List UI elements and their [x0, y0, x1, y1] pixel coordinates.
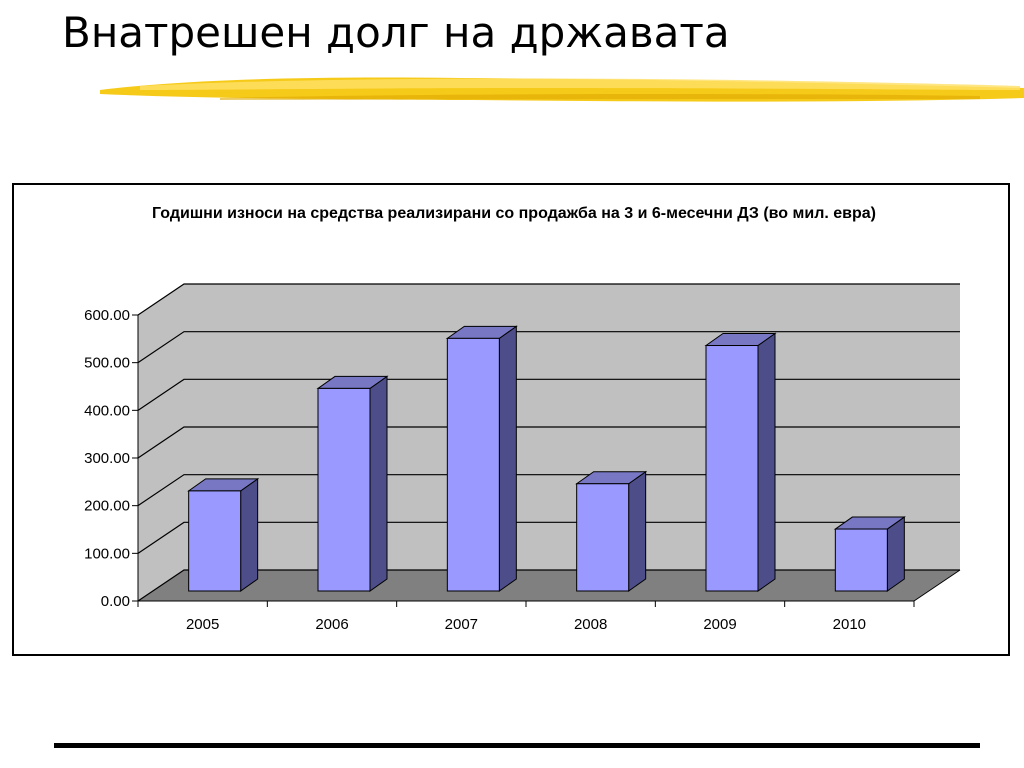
bar-2006 [316, 375, 389, 592]
brush-stroke-decoration [100, 77, 1024, 102]
bar-side [628, 470, 647, 592]
x-tick-label: 2007 [445, 616, 478, 633]
y-tick-label: 300.00 [84, 450, 130, 467]
gridline [137, 521, 960, 554]
bar-side [369, 375, 388, 592]
x-tick-label: 2008 [574, 616, 607, 633]
y-tick-label: 500.00 [84, 355, 130, 372]
bar-side [498, 325, 517, 592]
x-tick-label: 2005 [186, 616, 219, 633]
gridline [137, 331, 960, 364]
chart-title: Годишни износи на средства реализирани с… [152, 205, 876, 222]
bar-front [705, 345, 759, 592]
gridline [137, 474, 960, 507]
bar-2009 [704, 332, 777, 592]
bar-side [240, 477, 259, 592]
bar-2007 [445, 325, 518, 592]
y-tick-label: 100.00 [84, 545, 130, 562]
x-tick-label: 2010 [833, 616, 866, 633]
bar-2010 [833, 516, 906, 592]
bar-2008 [575, 470, 648, 592]
bar-2005 [187, 477, 260, 592]
x-tick-label: 2006 [315, 616, 348, 633]
gridline [137, 426, 960, 459]
bar-side [757, 332, 776, 592]
chart-plot: 0.00 100.00 200.00 300.00 400.00 500.00 600.00… [84, 283, 961, 633]
bottom-rule [54, 743, 980, 748]
gridline [137, 569, 960, 602]
bar-front [317, 387, 371, 592]
gridline [137, 378, 960, 411]
y-tick-label: 400.00 [84, 402, 130, 419]
y-tick-label: 600.00 [84, 307, 130, 324]
slide-title: Внатрешен долг на државата [62, 8, 730, 57]
x-tick-label: 2009 [703, 616, 736, 633]
bar-front [446, 337, 500, 592]
floor-edge [913, 569, 961, 602]
bar-side [886, 516, 905, 592]
chart-frame: Годишни износи на средства реализирани с… [12, 183, 1010, 656]
y-tick-label: 0.00 [101, 593, 130, 610]
y-tick-label: 200.00 [84, 498, 130, 515]
bar-front [834, 528, 888, 592]
bar-front [576, 483, 630, 592]
gridline [137, 283, 960, 316]
bar-front [188, 490, 242, 592]
